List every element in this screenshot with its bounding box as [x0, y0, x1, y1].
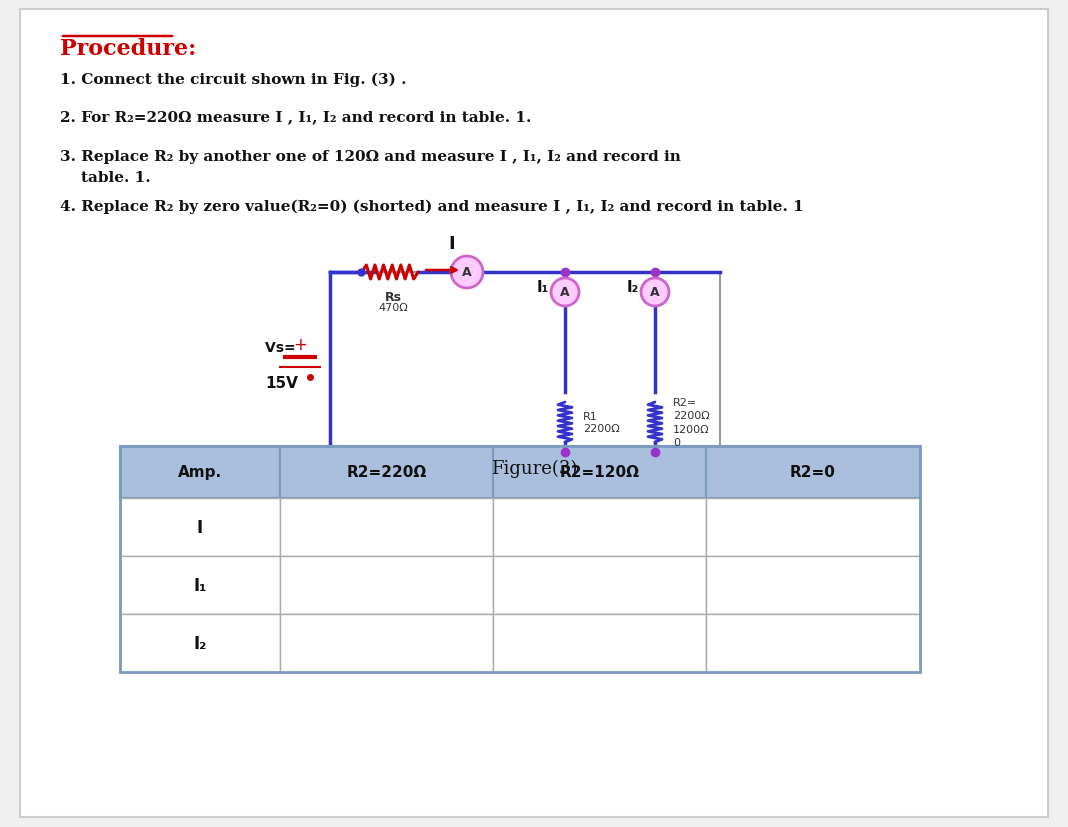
Bar	[493, 614, 706, 672]
Bar	[706, 614, 920, 672]
Text: 1. Connect the circuit shown in Fig. (3) .: 1. Connect the circuit shown in Fig. (3)…	[60, 73, 407, 88]
Text: A: A	[650, 286, 660, 299]
Text: R2=0: R2=0	[790, 465, 836, 480]
Text: I₂: I₂	[627, 280, 639, 295]
Text: Procedure:: Procedure:	[60, 38, 197, 60]
Bar	[120, 557, 280, 614]
Text: R2=
2200Ω
1200Ω
0: R2= 2200Ω 1200Ω 0	[673, 398, 710, 447]
Bar	[120, 614, 280, 672]
Bar	[706, 447, 920, 499]
Text: I₁: I₁	[537, 280, 549, 295]
Text: A: A	[561, 286, 570, 299]
Bar	[280, 557, 493, 614]
Bar	[280, 614, 493, 672]
Circle shape	[451, 256, 483, 289]
Bar	[280, 447, 493, 499]
Bar	[330, 273, 720, 452]
Text: R1
2200Ω: R1 2200Ω	[583, 412, 619, 433]
Bar	[120, 499, 280, 557]
Circle shape	[551, 279, 579, 307]
Text: I: I	[449, 235, 455, 253]
Text: Vs=: Vs=	[265, 341, 300, 355]
Bar	[280, 499, 493, 557]
Bar	[706, 557, 920, 614]
Text: I₂: I₂	[193, 634, 207, 653]
Text: Amp.: Amp.	[178, 465, 222, 480]
Text: 4. Replace R₂ by zero value(R₂=0) (shorted) and measure I , I₁, I₂ and record in: 4. Replace R₂ by zero value(R₂=0) (short…	[60, 200, 804, 214]
Circle shape	[641, 279, 669, 307]
Text: I₁: I₁	[193, 576, 207, 595]
Text: Rs: Rs	[384, 290, 402, 304]
Text: R2=220Ω: R2=220Ω	[346, 465, 426, 480]
Text: 2. For R₂=220Ω measure I , I₁, I₂ and record in table. 1.: 2. For R₂=220Ω measure I , I₁, I₂ and re…	[60, 110, 532, 124]
Text: 15V: 15V	[265, 375, 298, 390]
Bar	[493, 557, 706, 614]
Bar	[493, 447, 706, 499]
Text: +: +	[293, 336, 307, 354]
Text: 470Ω: 470Ω	[378, 303, 408, 313]
Bar	[706, 499, 920, 557]
Text: Figure(3): Figure(3)	[491, 460, 577, 478]
Bar	[493, 499, 706, 557]
Bar	[120, 447, 920, 672]
Text: 3. Replace R₂ by another one of 120Ω and measure I , I₁, I₂ and record in
    ta: 3. Replace R₂ by another one of 120Ω and…	[60, 150, 681, 184]
Bar	[120, 447, 280, 499]
Text: R2=120Ω: R2=120Ω	[560, 465, 640, 480]
Text: I: I	[197, 519, 203, 537]
Text: A: A	[462, 266, 472, 280]
